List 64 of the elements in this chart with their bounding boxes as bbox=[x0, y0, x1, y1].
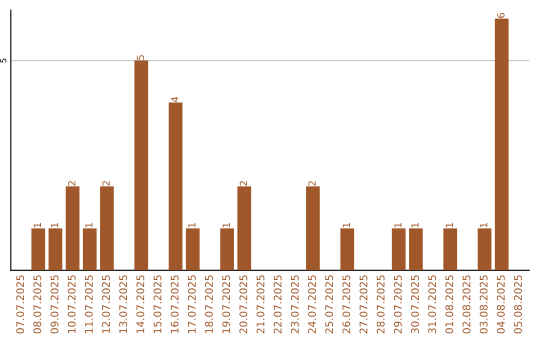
x-tick-label: 07.07.2025 bbox=[16, 275, 24, 334]
x-tick-label: 28.07.2025 bbox=[376, 275, 385, 334]
data-label: 2 bbox=[102, 181, 110, 186]
x-tick-label: 13.07.2025 bbox=[119, 275, 128, 333]
x-tick-label: 11.07.2025 bbox=[84, 275, 93, 333]
bar bbox=[494, 18, 509, 270]
data-label: 1 bbox=[188, 223, 196, 228]
bar bbox=[306, 186, 320, 270]
bar bbox=[48, 228, 62, 270]
data-label: 1 bbox=[342, 223, 350, 228]
x-tick-label: 15.07.2025 bbox=[154, 275, 162, 333]
data-label: 5 bbox=[136, 55, 144, 60]
data-label: 2 bbox=[308, 181, 316, 186]
x-tick-label: 10.07.2025 bbox=[68, 275, 76, 333]
x-tick-label: 31.07.2025 bbox=[428, 275, 436, 334]
x-tick-label: 20.07.2025 bbox=[239, 275, 248, 334]
bar bbox=[478, 228, 492, 270]
x-tick-label: 29.07.2025 bbox=[394, 275, 402, 334]
data-label: 1 bbox=[446, 223, 453, 228]
bar bbox=[220, 228, 234, 270]
x-tick-label: 27.07.2025 bbox=[360, 275, 368, 334]
bar bbox=[168, 102, 182, 270]
data-label: 1 bbox=[480, 223, 488, 228]
x-tick-label: 12.07.2025 bbox=[102, 275, 110, 333]
x-tick-label: 22.07.2025 bbox=[274, 275, 282, 334]
bar bbox=[392, 228, 406, 270]
x-tick-label: 25.07.2025 bbox=[325, 275, 334, 334]
x-tick-label: 14.07.2025 bbox=[136, 275, 144, 333]
x-tick-label: 04.08.2025 bbox=[496, 275, 505, 334]
bar bbox=[100, 186, 114, 270]
x-tick-label: 01.08.2025 bbox=[445, 275, 454, 334]
x-tick-label: 08.07.2025 bbox=[33, 275, 42, 334]
x-tick-label: 26.07.2025 bbox=[342, 275, 350, 334]
bar bbox=[134, 60, 148, 270]
x-tick-label: 19.07.2025 bbox=[222, 275, 230, 333]
data-label: 1 bbox=[222, 223, 230, 228]
x-tick-label: 03.08.2025 bbox=[480, 275, 488, 334]
x-tick-label: 23.07.2025 bbox=[290, 275, 299, 334]
data-label: 1 bbox=[394, 223, 402, 228]
bar bbox=[443, 228, 458, 270]
data-label: 1 bbox=[51, 223, 58, 228]
x-tick-label: 05.08.2025 bbox=[514, 275, 522, 334]
data-label: 1 bbox=[34, 223, 41, 228]
x-tick-label: 02.08.2025 bbox=[462, 275, 470, 334]
data-label: 1 bbox=[85, 223, 92, 228]
bar bbox=[186, 228, 200, 270]
data-label: 4 bbox=[171, 96, 178, 102]
x-tick-label: 17.07.2025 bbox=[188, 275, 196, 333]
data-label: 1 bbox=[412, 223, 419, 228]
bar bbox=[237, 186, 252, 270]
x-tick-label: 09.07.2025 bbox=[50, 275, 58, 334]
bar bbox=[31, 228, 46, 270]
bar bbox=[82, 228, 97, 270]
bar bbox=[66, 186, 80, 270]
x-tick-label: 30.07.2025 bbox=[411, 275, 419, 334]
x-tick-label: 24.07.2025 bbox=[308, 275, 316, 334]
data-label: 2 bbox=[240, 181, 247, 186]
data-label: 2 bbox=[68, 181, 76, 186]
data-label: 6 bbox=[497, 13, 505, 18]
bar bbox=[340, 228, 354, 270]
bar bbox=[409, 228, 423, 270]
x-tick-label: 16.07.2025 bbox=[170, 275, 179, 333]
x-tick-label: 21.07.2025 bbox=[256, 275, 264, 334]
x-tick-label: 18.07.2025 bbox=[205, 275, 213, 333]
